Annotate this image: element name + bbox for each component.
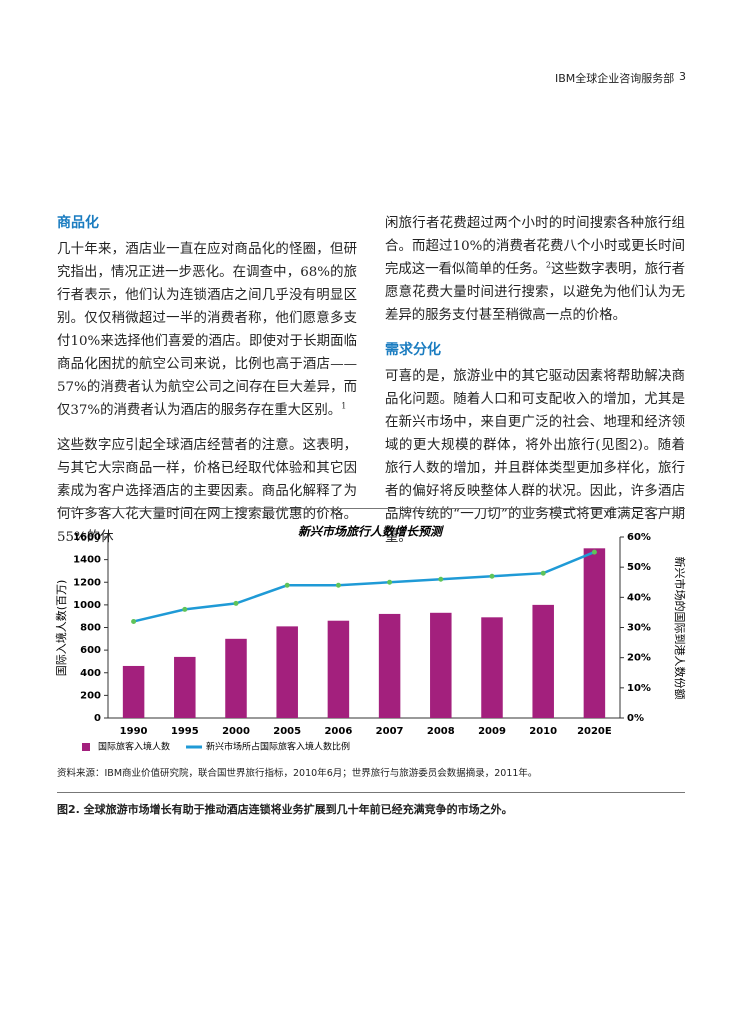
- paragraph: 可喜的是，旅游业中的其它驱动因素将帮助解决商品化问题。随着人口和可支配收入的增加…: [385, 369, 685, 545]
- point: [489, 573, 495, 579]
- y2-tick-label: 60%: [627, 532, 651, 543]
- y-tick-label: 400: [80, 668, 101, 679]
- heading: 商品化: [57, 215, 99, 231]
- x-tick-label: 1990: [120, 726, 148, 737]
- bar: [532, 604, 554, 718]
- heading: 需求分化: [385, 342, 441, 358]
- y-tick-label: 1000: [73, 600, 101, 611]
- point: [591, 549, 597, 555]
- y2-tick-label: 50%: [627, 562, 651, 573]
- legend-swatch: [82, 743, 90, 751]
- y-tick-label: 1400: [73, 555, 101, 566]
- x-tick-label: 2000: [222, 726, 250, 737]
- point: [182, 606, 188, 612]
- x-tick-label: 2020E: [577, 726, 612, 737]
- bar: [583, 548, 606, 718]
- paragraph: 闲旅行者花费超过两个小时的时间搜索各种旅行组合。而超过10%的消费者花费八个小时…: [385, 212, 685, 327]
- bar: [481, 617, 503, 718]
- x-tick-label: 2008: [427, 726, 455, 737]
- y-axis-title: 国际入境人数(百万): [54, 580, 68, 677]
- x-tick-label: 2010: [529, 726, 557, 737]
- point: [233, 600, 239, 606]
- y2-axis-title: 新兴市场的国际到港人数份额: [673, 557, 687, 700]
- x-tick-label: 2009: [478, 726, 506, 737]
- right-column: 闲旅行者花费超过两个小时的时间搜索各种旅行组合。而超过10%的消费者花费八个小时…: [385, 212, 685, 561]
- header-title: IBM全球企业咨询服务部: [555, 72, 675, 85]
- y-tick-label: 1200: [73, 577, 101, 588]
- x-tick-label: 2007: [376, 726, 404, 737]
- source: 资料来源：IBM商业价值研究院，联合国世界旅行指标，2010年6月；世界旅行与旅…: [57, 768, 538, 779]
- bar: [430, 612, 452, 718]
- point: [387, 579, 393, 585]
- left-column: 商品化 几十年来，酒店业一直在应对商品化的怪圈，但研究指出，情况正进一步恶化。在…: [57, 212, 357, 561]
- y2-tick-label: 0%: [627, 713, 644, 724]
- y2-tick-label: 20%: [627, 653, 651, 664]
- y-tick-label: 0: [94, 713, 101, 724]
- y-tick-label: 200: [80, 690, 101, 701]
- x-tick-label: 2005: [273, 726, 301, 737]
- chart-title: 新兴市场旅行人数增长预测: [298, 525, 444, 539]
- text: 这些数字表明，旅行者愿意花费大量时间进行搜索，以避免为他们认为无差异的服务支付甚…: [385, 262, 686, 323]
- caption: 图2. 全球旅游市场增长有助于推动酒店连锁将业务扩展到几十年前已经充满竞争的市场…: [57, 803, 513, 816]
- point: [335, 582, 341, 588]
- y2-tick-label: 10%: [627, 683, 651, 694]
- bar: [327, 620, 350, 718]
- bar: [174, 656, 196, 718]
- legend-label: 国际旅客入境人数: [98, 741, 170, 753]
- y-tick-label: 800: [80, 623, 101, 634]
- bar: [378, 613, 401, 718]
- paragraph: 几十年来，酒店业一直在应对商品化的怪圈，但研究指出，情况正进一步恶化。在调查中，…: [57, 238, 357, 422]
- footnote: 1: [341, 401, 347, 411]
- y-tick-label: 1600: [73, 532, 101, 543]
- y-tick-label: 600: [80, 645, 101, 656]
- paragraph: 这些数字应引起全球酒店经营者的注意。这表明，与其它大宗商品一样，价格已经取代体验…: [57, 438, 357, 545]
- point: [284, 582, 290, 588]
- point: [131, 618, 137, 624]
- page-number: 3: [679, 70, 686, 83]
- bar: [225, 638, 247, 718]
- rule: [57, 792, 685, 793]
- point: [438, 576, 444, 582]
- point: [540, 570, 546, 576]
- footnote: 2: [545, 260, 551, 270]
- line: [133, 550, 595, 623]
- y2-tick-label: 40%: [627, 592, 651, 603]
- legend-label: 新兴市场所占国际旅客入境人数比例: [206, 741, 350, 753]
- text: 闲旅行者花费超过两个小时的时间搜索各种旅行组合。而超过10%的消费者花费八个小时…: [385, 216, 685, 277]
- bar: [122, 665, 145, 718]
- x-tick-label: 1995: [171, 726, 199, 737]
- y2-tick-label: 30%: [627, 623, 651, 634]
- x-tick-label: 2006: [324, 726, 352, 737]
- rule: [57, 508, 685, 509]
- bar: [276, 626, 298, 718]
- text: 几十年来，酒店业一直在应对商品化的怪圈，但研究指出，情况正进一步恶化。在调查中，…: [57, 242, 357, 418]
- chart: 新兴市场旅行人数增长预测 国际入境人数(百万) 新兴市场的国际到港人数份额 0 2…: [54, 525, 687, 753]
